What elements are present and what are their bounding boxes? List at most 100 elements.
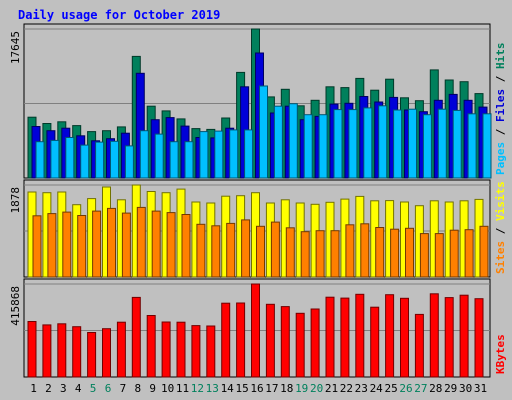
bar-sites-day-16 [256, 225, 265, 278]
bar-kbytes-day-24 [370, 306, 380, 378]
bar-sites-day-22 [345, 224, 355, 278]
x-tick-label-5: 5 [90, 382, 97, 395]
bar-kbytes-day-7 [116, 321, 126, 378]
bar-sites-day-25 [390, 228, 400, 278]
x-tick-label-20: 20 [310, 382, 323, 395]
x-tick-label-17: 17 [265, 382, 278, 395]
bar-pages-day-24 [378, 105, 388, 179]
bar-sites-day-21 [330, 230, 340, 278]
x-tick-label-10: 10 [161, 382, 174, 395]
bar-pages-day-9 [154, 133, 164, 179]
bar-sites-day-26 [405, 227, 414, 278]
x-tick-label-25: 25 [384, 382, 397, 395]
bar-kbytes-day-27 [414, 313, 424, 378]
x-tick-label-31: 31 [474, 382, 487, 395]
bar-sites-day-13 [211, 225, 221, 278]
panel-kbytes: 415868 KBytes [9, 278, 507, 378]
legend-item-visits: Visits [494, 181, 507, 221]
bar-pages-day-12 [199, 131, 209, 179]
bar-pages-day-15 [244, 129, 254, 179]
x-tick-label-11: 11 [176, 382, 189, 395]
legend-separator: / [494, 122, 507, 142]
y-max-label: 17645 [9, 31, 22, 64]
bar-pages-day-2 [50, 139, 60, 179]
bar-sites-day-27 [419, 233, 429, 278]
legend-item-hits: Hits [494, 43, 507, 70]
chart-title: Daily usage for October 2019 [18, 8, 220, 22]
bar-pages-day-23 [363, 107, 373, 179]
x-tick-label-8: 8 [134, 382, 141, 395]
x-tick-label-18: 18 [280, 382, 293, 395]
x-tick-label-23: 23 [355, 382, 368, 395]
bar-sites-day-19 [300, 231, 310, 278]
bar-sites-day-15 [241, 219, 251, 278]
x-tick-label-3: 3 [60, 382, 67, 395]
x-tick-label-14: 14 [221, 382, 235, 395]
x-tick-label-24: 24 [370, 382, 384, 395]
bar-kbytes-day-25 [385, 294, 395, 378]
bar-kbytes-day-26 [400, 297, 409, 378]
x-tick-label-27: 27 [414, 382, 427, 395]
bar-sites-day-29 [449, 229, 459, 278]
bar-kbytes-day-8 [131, 296, 141, 378]
bar-pages-day-20 [318, 114, 328, 179]
bar-kbytes-day-17 [265, 303, 275, 378]
bar-kbytes-day-4 [72, 326, 82, 378]
bar-sites-day-14 [226, 222, 236, 278]
bar-kbytes-day-11 [176, 321, 186, 378]
bar-pages-day-14 [229, 129, 239, 179]
bar-pages-day-4 [80, 144, 90, 179]
bar-pages-day-3 [65, 137, 75, 179]
bar-kbytes-day-12 [191, 325, 201, 378]
bar-sites-day-12 [196, 223, 206, 278]
bar-sites-day-30 [464, 229, 474, 278]
bar-pages-day-21 [333, 109, 343, 179]
bar-sites-day-18 [285, 227, 295, 278]
x-tick-label-22: 22 [340, 382, 353, 395]
x-tick-label-6: 6 [105, 382, 112, 395]
panel-hits-files-pages: 17645 Pages / Files / Hits [9, 23, 507, 179]
bar-kbytes-day-1 [27, 321, 37, 378]
x-tick-label-4: 4 [75, 382, 82, 395]
bar-sites-day-3 [62, 211, 72, 278]
legend-item-pages: Pages [494, 142, 507, 175]
bar-sites-day-8 [136, 206, 146, 278]
bar-pages-day-16 [259, 85, 268, 179]
bar-sites-day-23 [360, 223, 370, 278]
panel-visits-sites: 1878 Sites / Visits [9, 179, 507, 278]
x-tick-label-16: 16 [250, 382, 263, 395]
bar-pages-day-11 [184, 141, 194, 179]
bar-kbytes-day-31 [474, 298, 484, 378]
x-tick-label-13: 13 [206, 382, 219, 395]
bar-kbytes-day-3 [57, 323, 67, 378]
legend-visits-sites: Sites / Visits [494, 181, 507, 274]
bar-pages-day-29 [452, 109, 462, 179]
bar-kbytes-day-18 [280, 306, 290, 378]
bar-sites-day-2 [47, 213, 57, 278]
bar-kbytes-day-10 [161, 321, 171, 378]
legend-item-files: Files [494, 89, 507, 122]
bar-pages-day-5 [95, 141, 105, 179]
x-tick-label-29: 29 [444, 382, 457, 395]
bar-sites-day-1 [32, 215, 42, 278]
bar-pages-day-17 [273, 105, 283, 179]
bar-pages-day-28 [437, 108, 447, 179]
x-tick-label-28: 28 [429, 382, 442, 395]
x-tick-label-26: 26 [399, 382, 412, 395]
x-tick-label-21: 21 [325, 382, 338, 395]
bar-kbytes-day-6 [102, 328, 111, 378]
y-max-label: 415868 [9, 286, 22, 326]
bar-kbytes-day-29 [444, 297, 454, 378]
bar-kbytes-day-21 [325, 296, 335, 378]
x-tick-label-7: 7 [120, 382, 127, 395]
bar-sites-day-7 [121, 212, 131, 278]
legend-separator: / [494, 69, 507, 89]
bar-kbytes-day-30 [459, 294, 469, 378]
bar-pages-day-31 [482, 113, 492, 179]
x-tick-label-12: 12 [191, 382, 204, 395]
bar-pages-day-10 [169, 141, 179, 179]
bar-sites-day-24 [375, 227, 385, 278]
bar-kbytes-day-20 [310, 308, 320, 378]
bar-pages-day-19 [303, 114, 313, 179]
legend-item-kbytes: KBytes [494, 334, 507, 374]
